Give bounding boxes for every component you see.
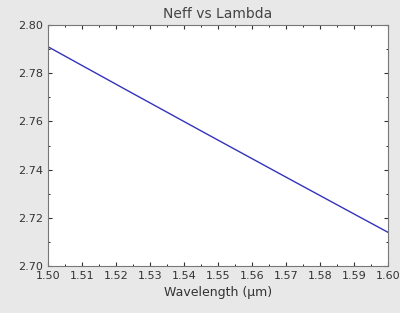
Title: Neff vs Lambda: Neff vs Lambda bbox=[163, 7, 273, 21]
X-axis label: Wavelength (μm): Wavelength (μm) bbox=[164, 286, 272, 300]
